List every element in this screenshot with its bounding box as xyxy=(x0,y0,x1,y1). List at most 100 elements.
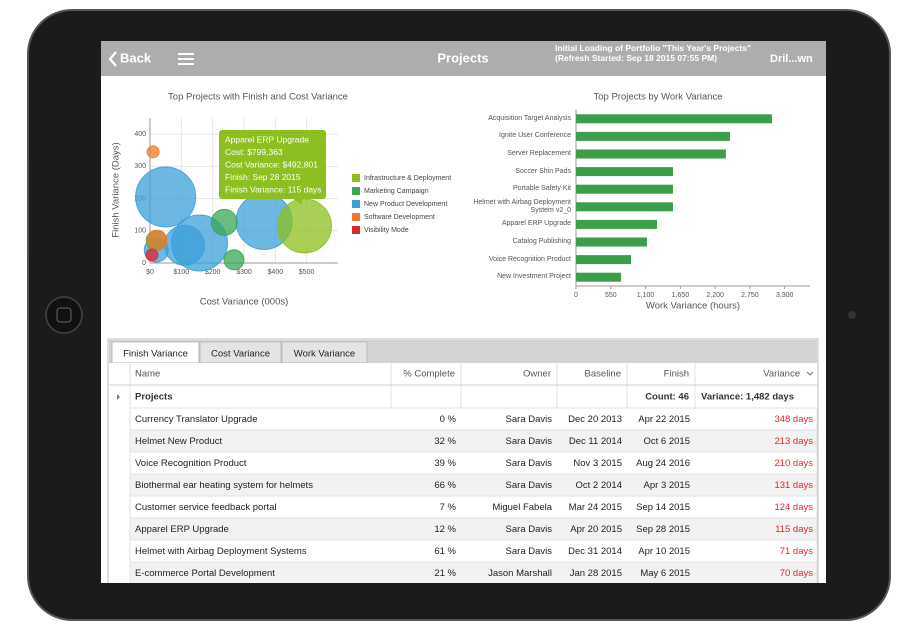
y-tick-label: 0 xyxy=(142,260,146,267)
table-cell: 0 % xyxy=(440,414,457,425)
bar xyxy=(576,219,657,229)
group-count: Count: 46 xyxy=(645,392,689,403)
table-cell: Sep 14 2015 xyxy=(636,502,690,513)
x-tick-label: 550 xyxy=(605,292,617,299)
tab-label: Finish Variance xyxy=(123,349,188,360)
legend-swatch xyxy=(352,187,360,195)
bar xyxy=(576,131,730,141)
y-tick-label: Server Replacement xyxy=(507,150,571,157)
camera xyxy=(848,311,856,319)
x-tick-label: 2,200 xyxy=(706,292,724,299)
bubble xyxy=(210,208,238,236)
tooltip-text: Finish: Sep 28 2015 xyxy=(225,172,301,182)
bar xyxy=(576,149,726,159)
bar xyxy=(576,237,647,247)
table-cell: 70 days xyxy=(780,568,814,579)
tooltip-text: Cost Variance: $492,801 xyxy=(225,159,318,169)
y-tick-label: Portable Safety Kit xyxy=(513,185,571,193)
column-header[interactable]: Variance xyxy=(763,369,800,380)
column-header[interactable]: % Complete xyxy=(403,369,455,380)
table-cell: Apr 22 2015 xyxy=(638,414,690,425)
table-cell: 7 % xyxy=(440,502,457,513)
table-cell: 61 % xyxy=(434,546,456,557)
table-cell: Sara Davis xyxy=(506,436,553,447)
menu-icon[interactable] xyxy=(178,53,194,65)
legend-label: New Product Development xyxy=(364,201,447,208)
tooltip-pointer xyxy=(292,198,302,205)
bubble xyxy=(223,249,245,271)
content: Top Projects with Finish and Cost Varian… xyxy=(107,92,819,584)
x-tick-label: 2,750 xyxy=(741,292,759,299)
table-cell: 131 days xyxy=(774,480,813,491)
x-axis-label: Cost Variance (000s) xyxy=(200,297,289,308)
bar xyxy=(576,114,772,124)
table-cell: Apparel ERP Upgrade xyxy=(135,524,229,535)
table-row[interactable] xyxy=(129,517,818,541)
column-header[interactable]: Name xyxy=(135,369,160,380)
drill-down[interactable]: Dril...wn xyxy=(770,53,813,65)
bubble xyxy=(135,166,197,228)
bar xyxy=(576,184,673,194)
table-cell: May 6 2015 xyxy=(640,568,690,579)
group-expander[interactable] xyxy=(117,394,120,400)
y-tick-label: Catalog Publishing xyxy=(512,238,571,245)
table-cell: Nov 3 2015 xyxy=(573,458,622,469)
tooltip xyxy=(219,130,326,199)
back-chevron[interactable] xyxy=(108,51,117,67)
back-button[interactable]: Back xyxy=(120,50,152,65)
header-bar xyxy=(101,41,826,76)
table-cell: 12 % xyxy=(434,524,456,535)
tab-label: Cost Variance xyxy=(211,349,270,360)
table-cell: Dec 31 2014 xyxy=(568,546,622,557)
table-row[interactable] xyxy=(129,429,818,453)
x-tick-label: $0 xyxy=(146,269,154,276)
bar xyxy=(576,255,632,265)
x-tick-label: $300 xyxy=(236,269,252,276)
table-cell: Sara Davis xyxy=(506,458,553,469)
table-cell: 66 % xyxy=(434,480,456,491)
table-cell: Sara Davis xyxy=(506,414,553,425)
table-cell: Jason Marshall xyxy=(488,568,552,579)
x-tick-label: $500 xyxy=(299,269,315,276)
bar xyxy=(576,167,673,177)
table-cell: E-commerce Portal Development xyxy=(135,568,275,579)
table-cell: Sep 28 2015 xyxy=(636,524,690,535)
table-cell: Dec 20 2013 xyxy=(568,414,622,425)
column-header[interactable]: Baseline xyxy=(585,369,621,380)
x-tick-label: 1,650 xyxy=(672,292,690,299)
table-cell: 21 % xyxy=(434,568,456,579)
x-axis-label: Work Variance (hours) xyxy=(646,301,740,312)
x-tick-label: 0 xyxy=(574,292,578,299)
column-header[interactable]: Finish xyxy=(664,369,689,380)
table-cell: Oct 2 2014 xyxy=(576,480,622,491)
sort-chevron xyxy=(806,371,814,376)
bubble xyxy=(145,248,159,262)
group-name: Projects xyxy=(135,392,173,403)
x-tick-label: 1,100 xyxy=(637,292,655,299)
group-variance: Variance: 1,482 days xyxy=(701,392,794,403)
table-cell: Sara Davis xyxy=(506,524,553,535)
table-cell: Biothermal ear heating system for helmet… xyxy=(135,480,313,491)
column-header[interactable]: Owner xyxy=(523,369,551,380)
bubble xyxy=(163,224,205,266)
tooltip-text: Cost: $799,363 xyxy=(225,147,283,157)
table-cell: Mar 24 2015 xyxy=(569,502,622,513)
y-tick-label: Apparel ERP Upgrade xyxy=(501,220,571,228)
table-cell: Jan 28 2015 xyxy=(570,568,622,579)
legend-label: Infrastructure & Deployment xyxy=(364,175,451,182)
x-tick-label: $400 xyxy=(268,269,284,276)
table-row[interactable] xyxy=(129,561,818,584)
home-button[interactable] xyxy=(45,296,83,334)
y-tick-label: Helmet with Airbag Deployment System v2_… xyxy=(473,198,571,214)
table-cell: Apr 10 2015 xyxy=(638,546,690,557)
bar xyxy=(576,202,673,212)
home-icon xyxy=(56,307,72,323)
table-cell: Helmet New Product xyxy=(135,436,222,447)
table-cell: 210 days xyxy=(774,458,813,469)
bubble xyxy=(146,145,160,159)
y-tick-label: Acquisition Target Analysis xyxy=(488,114,571,122)
table-cell: 115 days xyxy=(775,524,813,535)
tooltip-text: Finish Variance: 115 days xyxy=(225,185,322,195)
header-title: Projects xyxy=(437,50,488,65)
